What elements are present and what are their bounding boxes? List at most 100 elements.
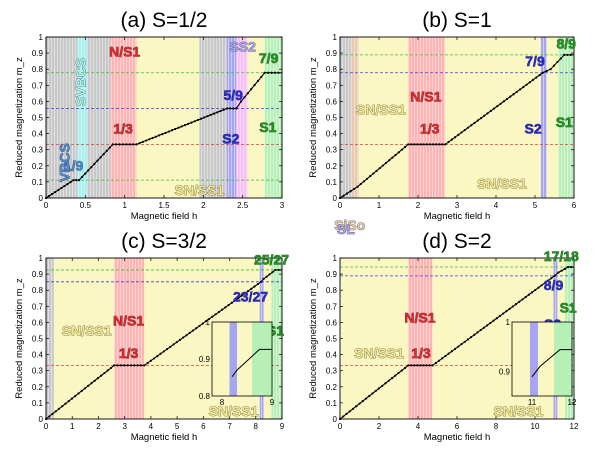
curve-point [125,143,128,146]
curve-point [410,364,413,367]
curve-point [165,348,169,351]
curve-point [499,102,502,105]
curve-point [81,175,84,178]
y-tick-label: 0.6 [326,318,338,327]
curve-point [559,57,562,60]
curve-point [553,274,556,277]
x-tick-label: 0 [338,201,343,210]
curve-point [196,118,199,122]
curve-point [77,179,81,182]
curve-point [403,366,407,370]
curve-point [397,371,400,375]
curve-point [434,361,437,365]
curve-point [204,320,208,323]
curve-point [496,105,499,108]
phase-region-hatch [264,37,282,198]
curve-point [240,294,243,297]
curve-point [479,117,483,120]
y-tick-label: 0.3 [32,367,44,376]
y-tick-label: 0.2 [32,162,44,171]
curve-point [413,364,416,367]
curve-point [502,100,505,103]
curve-point [233,299,237,302]
x-tick-label: 3 [280,201,285,210]
y-tick-label: 1 [39,254,44,263]
curve-point [361,400,364,403]
curve-point [66,183,69,186]
curve-point [64,402,67,405]
curve-point [199,117,203,120]
curve-point [135,143,138,146]
curve-point [365,177,369,180]
curve-point [463,128,466,132]
y-tick-label: 1 [39,33,44,42]
curve-point [530,291,534,294]
y-tick-label: 0.8 [32,65,44,74]
curve-point [352,187,356,191]
curve-point [479,328,482,332]
curve-point [209,113,212,116]
phase-label: S1 [556,114,573,130]
x-tick-label: 2 [377,422,382,431]
curve-point [84,172,87,175]
curve-point [217,310,220,314]
curve-point [453,136,457,139]
x-tick-label: 7 [227,422,232,431]
curve-point [378,167,381,170]
curve-point [169,345,172,348]
curve-point [126,364,129,367]
curve-point [345,412,348,415]
x-tick-label: 0 [44,422,49,431]
curve-point [400,369,403,372]
curve-point [145,139,148,142]
y-tick-label: 0.1 [32,178,44,187]
phase-label: 23/27 [233,288,268,304]
curve-point [359,182,362,186]
x-tick-label: 6 [455,422,460,431]
curve-point [362,180,365,183]
curve-point [212,112,216,115]
curve-point [113,364,116,367]
curve-point [355,405,358,408]
curve-point [550,277,553,280]
curve-point [492,319,495,322]
phase-region-hatch [408,37,446,198]
curve-point [489,321,492,325]
y-tick-label: 0.6 [32,97,44,106]
x-axis-label: Magnetic field h [424,211,491,222]
y-tick-label: 0 [333,415,338,424]
phase-label: S2 [222,130,239,146]
curve-point [267,71,270,74]
curve-point [250,287,253,290]
phase-label: 1/9 [64,158,84,174]
phase-label: 1/3 [420,121,440,137]
y-tick-label: 0.8 [326,65,338,74]
curve-point [556,60,559,64]
curve-point [390,377,394,380]
y-tick-label: 0.5 [326,335,338,344]
curve-point [505,97,509,101]
x-axis-label: Magnetic field h [131,432,198,443]
curve-point [470,124,473,127]
curve-point [387,379,390,382]
curve-point [428,143,431,146]
y-tick-label: 0.5 [32,114,44,123]
curve-point [96,159,99,162]
phase-label: N/S1 [113,313,144,329]
panel-d: (d) S=200.10.20.30.40.50.60.70.80.910 2 4 6… [308,221,579,443]
y-tick-label: 0.4 [32,130,44,139]
curve-point [560,269,563,272]
curve-point [164,131,167,134]
y-axis-label: Reduced magnetization m_z [14,278,25,399]
curve-point [515,90,518,93]
y-axis-label: Reduced magnetization m_z [308,278,319,399]
curve-point [93,379,96,382]
phase-label: 8/9 [544,277,564,293]
curve-point [489,109,492,113]
curve-point [444,143,447,146]
phase-label: 8/9 [556,35,576,51]
curve-point [457,345,460,348]
curve-point [256,79,260,83]
inset-region [229,322,237,396]
curve-point [384,382,387,385]
